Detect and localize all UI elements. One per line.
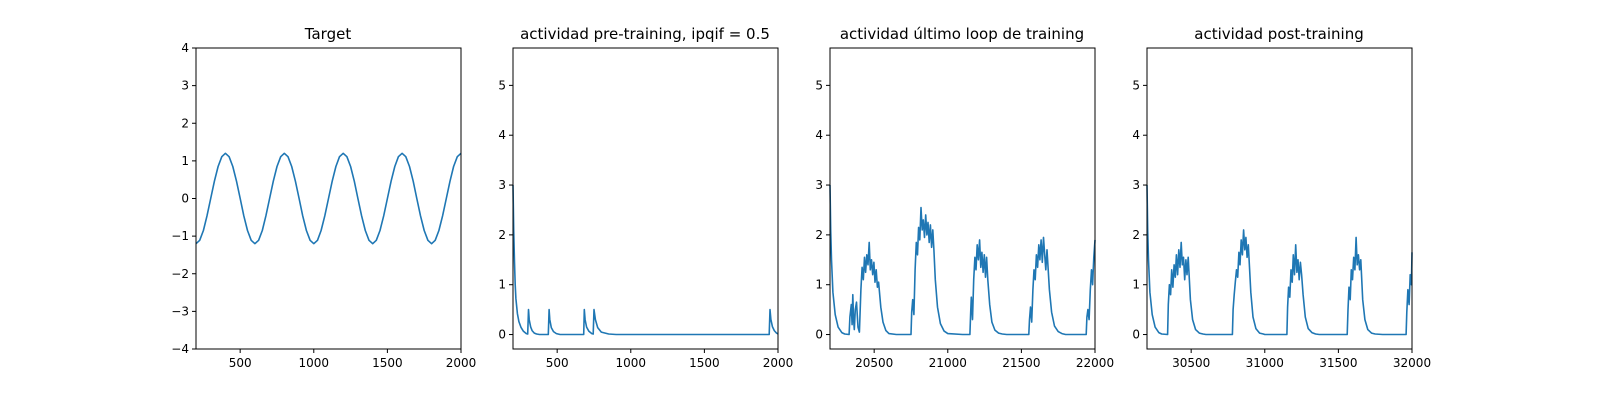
x-tick-label: 32000 bbox=[1393, 356, 1431, 370]
subplot-title: actividad post-training bbox=[1194, 25, 1363, 43]
series-line bbox=[829, 184, 1096, 336]
subplot-title: actividad pre-training, ipqif = 0.5 bbox=[520, 25, 770, 43]
x-tick-label: 31000 bbox=[1246, 356, 1284, 370]
x-tick-label: 31500 bbox=[1319, 356, 1357, 370]
y-tick-label: 2 bbox=[498, 228, 506, 242]
y-tick-label: −3 bbox=[171, 304, 189, 318]
x-tick-label: 2000 bbox=[446, 356, 477, 370]
y-tick-label: −2 bbox=[171, 267, 189, 281]
series-line bbox=[1146, 184, 1413, 336]
subplot-post-training: actividad post-training 30500 31000 31500 3… bbox=[1132, 25, 1431, 370]
y-tick-label: 3 bbox=[815, 178, 823, 192]
y-tick-label: 5 bbox=[1132, 78, 1140, 92]
y-tick-label: 4 bbox=[815, 128, 823, 142]
x-tick-label: 21000 bbox=[929, 356, 967, 370]
y-tick-label: 2 bbox=[181, 116, 189, 130]
y-tick-label: 2 bbox=[815, 228, 823, 242]
subplot-pre-training: actividad pre-training, ipqif = 0.5 500 1… bbox=[498, 25, 793, 370]
y-tick-label: 5 bbox=[815, 78, 823, 92]
y-tick-label: 2 bbox=[1132, 228, 1140, 242]
y-tick-label: 1 bbox=[1132, 278, 1140, 292]
y-tick-label: 0 bbox=[498, 328, 506, 342]
axes-frame bbox=[1146, 47, 1413, 350]
y-tick-label: 0 bbox=[181, 192, 189, 206]
y-tick-label: 1 bbox=[815, 278, 823, 292]
subplot-last-training-loop: actividad último loop de training 20500 2… bbox=[815, 25, 1114, 370]
y-tick-label: 5 bbox=[498, 78, 506, 92]
y-tick-label: 3 bbox=[498, 178, 506, 192]
y-tick-label: 0 bbox=[815, 328, 823, 342]
y-tick-label: 4 bbox=[498, 128, 506, 142]
y-tick-label: 3 bbox=[1132, 178, 1140, 192]
x-tick-label: 21500 bbox=[1002, 356, 1040, 370]
series-line bbox=[512, 184, 779, 336]
y-tick-label: 4 bbox=[1132, 128, 1140, 142]
x-tick-label: 500 bbox=[229, 356, 252, 370]
axes-frame bbox=[829, 47, 1096, 350]
x-tick-label: 1000 bbox=[299, 356, 330, 370]
x-tick-label: 20500 bbox=[855, 356, 893, 370]
y-tick-label: 1 bbox=[498, 278, 506, 292]
subplot-title: actividad último loop de training bbox=[840, 25, 1084, 43]
x-tick-label: 2000 bbox=[763, 356, 794, 370]
y-tick-label: 1 bbox=[181, 154, 189, 168]
subplot-target: Target 500 1000 1500 2000 −4 −3 −2 −1 0 1 2 3 4 bbox=[171, 25, 476, 370]
x-tick-label: 22000 bbox=[1076, 356, 1114, 370]
y-tick-label: −1 bbox=[171, 229, 189, 243]
x-tick-label: 500 bbox=[546, 356, 569, 370]
y-tick-label: −4 bbox=[171, 342, 189, 356]
y-tick-label: 4 bbox=[181, 41, 189, 55]
series-line bbox=[195, 152, 462, 245]
y-tick-label: 0 bbox=[1132, 328, 1140, 342]
x-tick-label: 1000 bbox=[616, 356, 647, 370]
subplot-title: Target bbox=[304, 25, 352, 43]
x-tick-label: 1500 bbox=[689, 356, 720, 370]
y-tick-label: 3 bbox=[181, 79, 189, 93]
x-tick-label: 30500 bbox=[1172, 356, 1210, 370]
x-tick-label: 1500 bbox=[372, 356, 403, 370]
axes-frame bbox=[512, 47, 779, 350]
